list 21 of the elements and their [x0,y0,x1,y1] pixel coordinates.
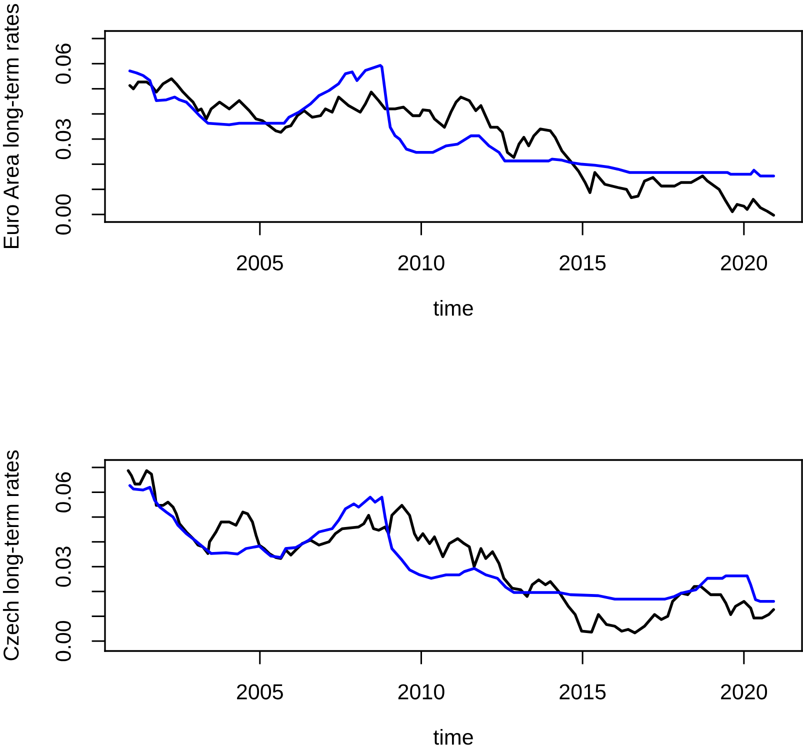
y-axis-title: Czech long-term rates [2,450,24,660]
y-tick-label: 0.03 [56,546,71,587]
y-axis-title: Euro Area long-term rates [2,4,24,248]
y-tick-label: 0.06 [56,472,71,512]
x-tick-label: 2005 [237,255,283,270]
x-tick-label: 2020 [721,255,768,270]
y-tick-label: 0.00 [56,194,71,235]
x-tick-label: 2010 [398,684,444,700]
y-tick-label: 0.06 [56,44,71,84]
x-axis-title: time [433,728,473,745]
y-tick-label: 0.03 [56,119,71,160]
x-tick-label: 2015 [560,255,606,270]
line-series [128,484,775,603]
x-tick-label: 2010 [398,255,444,270]
line-series [128,64,775,178]
x-tick-label: 2005 [237,684,283,700]
x-axis-title: time [433,300,473,316]
y-tick-label: 0.00 [56,620,71,662]
x-tick-label: 2015 [560,684,606,700]
x-tick-label: 2020 [721,684,768,700]
line-series [128,77,775,217]
